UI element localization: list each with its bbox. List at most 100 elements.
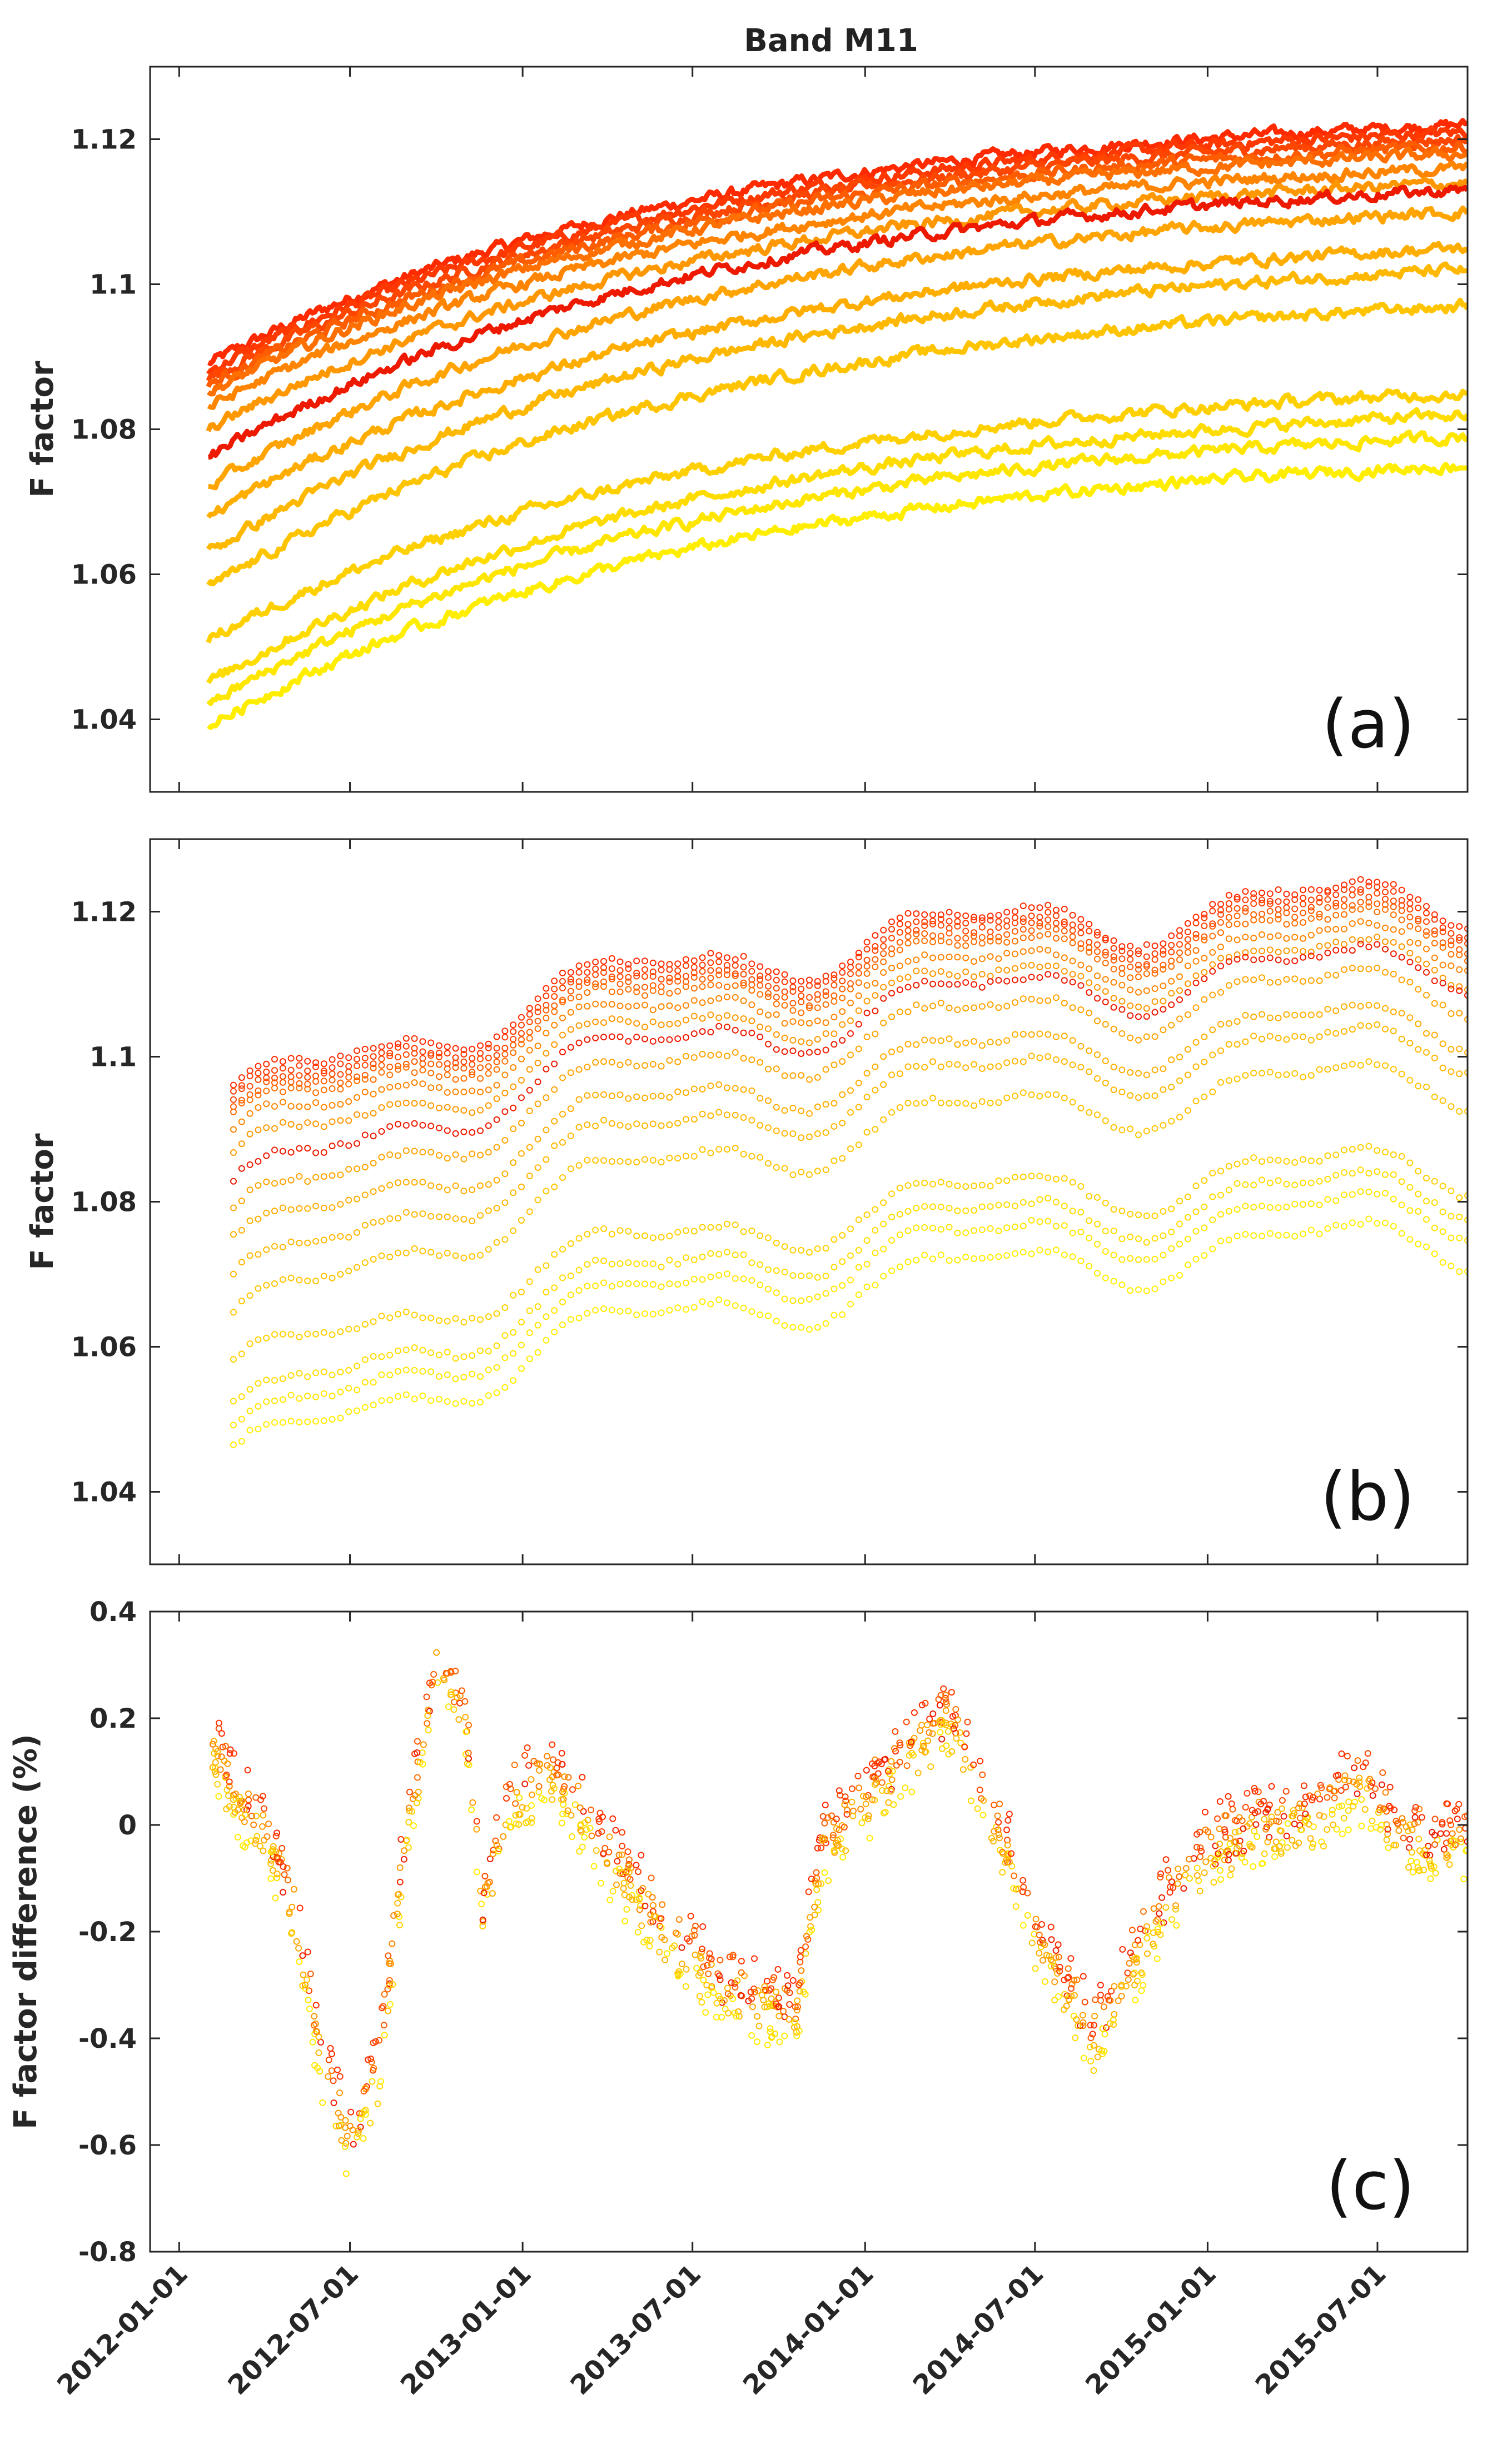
data-point [493,1052,500,1059]
data-point [715,958,723,965]
data-point [633,1093,640,1100]
data-point [230,1081,237,1089]
data-point [1176,927,1183,934]
data-point [413,1799,420,1807]
data-point [1110,995,1117,1002]
data-point [226,1750,233,1757]
data-point [1040,1957,1046,1964]
data-point [1160,982,1167,990]
data-point [675,1916,683,1923]
data-point [715,1109,723,1116]
data-point [674,1035,682,1043]
data-point [584,1064,591,1071]
data-point [1143,970,1150,977]
data-point [666,1002,673,1009]
data-point [1048,1936,1055,1943]
data-point [839,962,846,969]
data-point [600,1279,607,1286]
data-point [528,1791,535,1798]
data-point [1118,1066,1126,1074]
data-point [1332,972,1340,979]
data-point [376,2037,382,2044]
data-point [477,1042,484,1049]
data-point [1202,1826,1209,1833]
data-point [419,1760,426,1768]
data-point [1209,1216,1216,1224]
data-point [945,1750,952,1758]
data-point [370,1318,377,1325]
data-point [406,1788,413,1795]
data-point [1349,1219,1356,1226]
data-point [267,1857,275,1864]
data-point [635,1868,641,1876]
data-point [341,2143,349,2150]
data-point [798,1038,805,1045]
data-point [1077,1006,1085,1013]
data-point [1266,1179,1274,1186]
data-point [954,1183,961,1189]
data-point [1217,1079,1224,1086]
data-point [1266,1230,1274,1237]
data-point [337,1071,344,1078]
data-point [1097,1997,1105,2004]
data-point [1197,1844,1204,1852]
data-point [263,1068,270,1075]
data-point [936,1702,943,1709]
data-point [698,1999,705,2006]
data-point [690,1153,698,1160]
data-point [1456,1010,1463,1017]
data-point [493,1116,500,1123]
data-point [411,1148,418,1155]
data-point [855,1007,862,1014]
data-point [954,1061,961,1068]
data-point [954,1041,961,1048]
data-point [1127,1287,1134,1294]
data-point [696,1993,703,2000]
data-point [402,1366,410,1374]
data-point [460,1058,468,1065]
data-point [1086,1047,1093,1054]
data-point [1259,1861,1266,1867]
data-point [888,918,895,925]
data-point [304,1074,311,1081]
data-point [699,983,706,990]
data-point [287,1055,295,1062]
data-point [1127,1034,1134,1041]
data-point [1135,1036,1142,1044]
data-point [1184,942,1191,950]
data-point [896,1046,903,1053]
data-point [427,1050,435,1057]
data-point [1110,2021,1117,2028]
data-point [477,1347,484,1354]
data-point [588,1832,595,1839]
data-point [1118,997,1126,1005]
data-point [543,1262,550,1269]
data-point [855,1104,862,1111]
data-point [1250,1232,1257,1239]
data-point [888,1237,895,1244]
data-point [1316,927,1323,934]
data-point [1234,1233,1241,1240]
data-point [354,1094,360,1101]
data-point [1464,1016,1468,1023]
data-point [830,1041,838,1048]
data-point [1028,1091,1035,1098]
data-point [419,1210,426,1218]
data-point [806,976,813,984]
data-point [329,1118,336,1125]
data-point [576,1848,583,1855]
data-point [1124,1969,1131,1977]
data-point [869,1796,876,1803]
data-point [273,1874,280,1882]
data-point [477,1373,484,1380]
data-point [729,1953,737,1961]
data-point [269,1846,276,1853]
data-point [873,1779,880,1787]
panel-c: -0.8-0.6-0.4-0.200.20.4F factor differen… [8,1597,1469,2268]
data-point [1143,1256,1150,1263]
data-point [732,962,739,969]
data-point [797,1979,804,1987]
data-point [935,1696,942,1703]
data-point [559,977,566,985]
data-point [740,979,747,986]
